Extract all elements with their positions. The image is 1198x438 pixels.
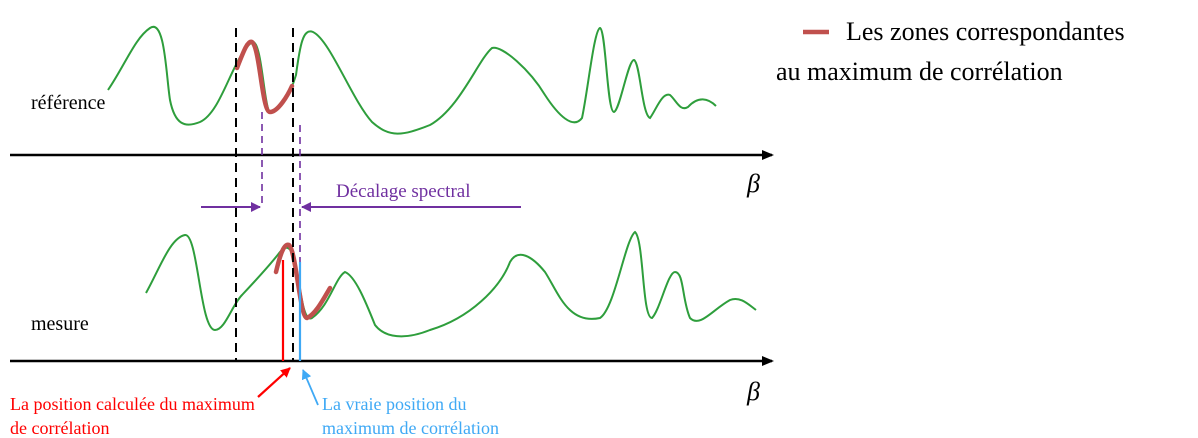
calculated-position-arrow [257, 367, 291, 398]
shift-label: Décalage spectral [336, 181, 471, 202]
calculated-position-text-line1: La position calculée du maximum [10, 394, 255, 414]
reference-correlation-zone [234, 39, 295, 115]
legend-text-line1: Les zones correspondantes [846, 17, 1125, 46]
true-position-arrow [301, 369, 319, 406]
reference-signal [107, 25, 717, 135]
bottom-axis-label: β [746, 377, 760, 406]
measure-label: mesure [31, 313, 89, 335]
top-axis-label: β [746, 169, 760, 198]
calculated-position-text-line2: de corrélation [10, 418, 109, 438]
true-position-text-line1: La vraie position du [322, 394, 466, 414]
measure-signal [145, 230, 757, 338]
legend-text-line2: au maximum de corrélation [776, 57, 1063, 86]
true-position-text-line2: maximum de corrélation [322, 418, 499, 438]
measure-correlation-zone [273, 242, 333, 321]
reference-label: référence [31, 92, 105, 114]
